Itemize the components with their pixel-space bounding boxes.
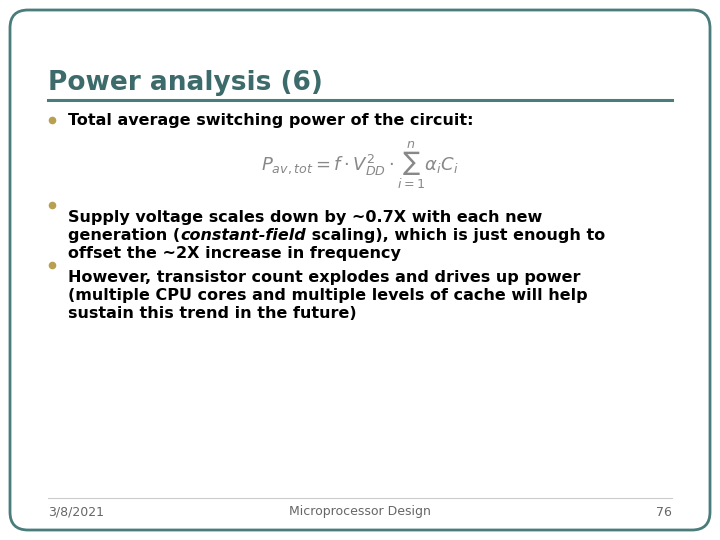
Text: Power analysis (6): Power analysis (6) bbox=[48, 70, 323, 96]
Text: However, transistor count explodes and drives up power: However, transistor count explodes and d… bbox=[68, 270, 580, 285]
FancyBboxPatch shape bbox=[10, 10, 710, 530]
Text: 76: 76 bbox=[656, 505, 672, 518]
Text: offset the ~2X increase in frequency: offset the ~2X increase in frequency bbox=[68, 246, 401, 261]
Text: generation (: generation ( bbox=[68, 228, 180, 243]
Text: scaling), which is just enough to: scaling), which is just enough to bbox=[306, 228, 605, 243]
Text: 3/8/2021: 3/8/2021 bbox=[48, 505, 104, 518]
Text: sustain this trend in the future): sustain this trend in the future) bbox=[68, 306, 356, 321]
Text: (multiple CPU cores and multiple levels of cache will help: (multiple CPU cores and multiple levels … bbox=[68, 288, 588, 303]
Text: Supply voltage scales down by ~0.7X with each new: Supply voltage scales down by ~0.7X with… bbox=[68, 210, 542, 225]
Text: $P_{av,tot} = f \cdot V_{DD}^{2} \cdot \sum_{i=1}^{n} \alpha_i C_i$: $P_{av,tot} = f \cdot V_{DD}^{2} \cdot \… bbox=[261, 139, 459, 191]
Text: Microprocessor Design: Microprocessor Design bbox=[289, 505, 431, 518]
Text: Total average switching power of the circuit:: Total average switching power of the cir… bbox=[68, 112, 474, 127]
Text: constant-field: constant-field bbox=[180, 228, 306, 243]
